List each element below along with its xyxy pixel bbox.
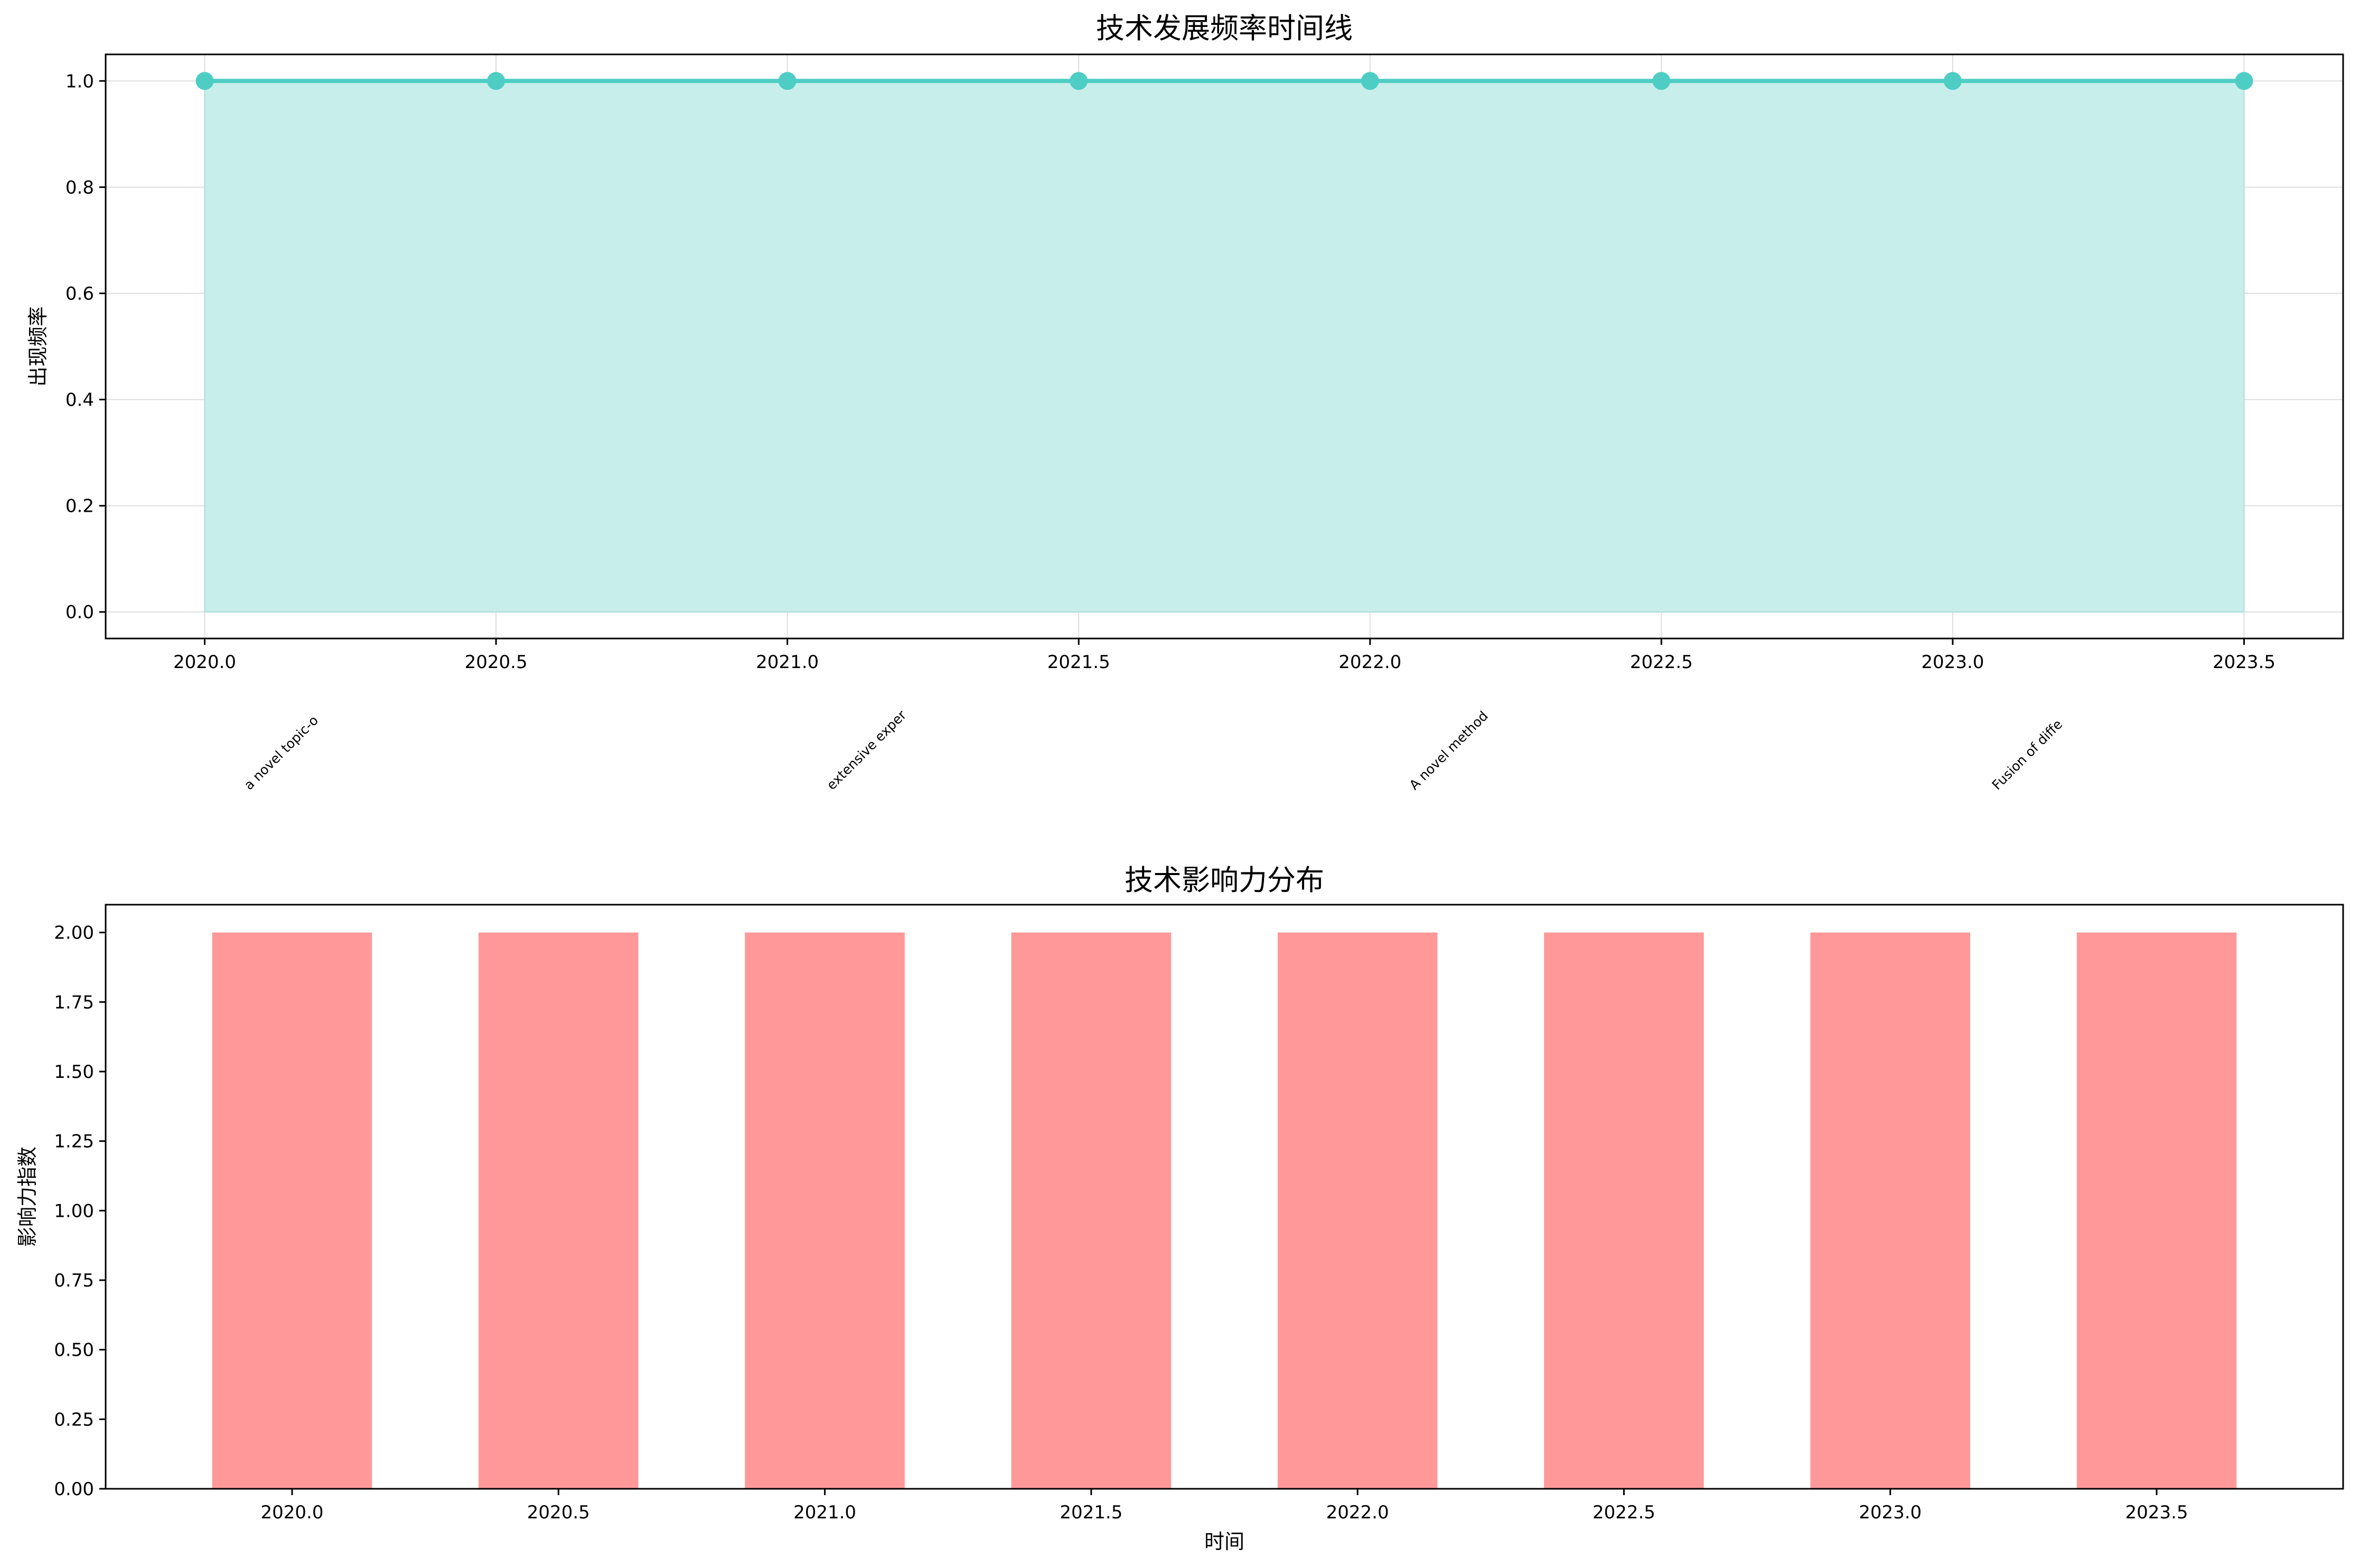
chart2-x-tick-label: 2022.0 [1326,1502,1389,1523]
chart1-y-ticks: 0.0 0.2 0.4 0.6 0.8 1.0 [65,71,106,623]
chart2-bars [212,932,2237,1489]
chart1-data-point [1652,72,1671,90]
chart1-data-point [778,72,797,90]
chart2-title: 技术影响力分布 [1125,863,1324,897]
chart1-x-ticks: 2020.0 2020.5 2021.0 2021.5 2022.0 2022.5 2023… [173,639,2275,673]
chart2-y-tick-label: 0.00 [54,1479,94,1500]
chart1-data-point [2235,72,2253,90]
chart2-x-ticks: 2020.0 2020.5 2021.0 2021.5 2022.0 2022.5 2023… [261,1489,2188,1523]
chart1-annotation: extensive exper [823,707,910,793]
chart1-data-point [195,72,214,90]
chart1-y-tick-label: 0.4 [65,390,94,411]
chart1-annotation: Fusion of diffe [1989,717,2066,793]
chart2-y-tick-label: 1.75 [54,992,94,1013]
chart2-bar [1277,932,1438,1489]
chart1-data-point [1361,72,1379,90]
chart1-area-fill [204,80,2245,613]
chart1-area-layer [204,80,2245,613]
chart1-x-tick-label: 2022.5 [1630,652,1693,673]
chart1-y-tick-label: 1.0 [65,71,94,92]
chart2-y-tick-label: 0.50 [54,1340,94,1361]
chart1-y-tick-label: 0.8 [65,177,94,198]
chart2-x-tick-label: 2022.5 [1593,1502,1655,1523]
chart2-plot-frame [105,904,2344,1490]
frequency-timeline-chart: 技术发展频率时间线 2020.0 2020.5 2021.0 2021.5 2022.0… [26,12,2344,793]
chart1-x-tick-label: 2020.5 [465,652,528,673]
chart1-title: 技术发展频率时间线 [1096,12,1353,45]
chart1-annotation: a novel topic-o [241,712,321,793]
chart2-y-tick-label: 1.25 [54,1131,94,1152]
chart2-x-axis-label: 时间 [1204,1530,1244,1553]
chart2-x-tick-label: 2021.5 [1060,1502,1122,1523]
chart2-y-axis-label: 影响力指数 [16,1147,39,1247]
chart2-y-tick-label: 0.75 [54,1270,94,1291]
chart2-y-ticks: 0.00 0.25 0.50 0.75 1.00 1.25 1.50 1.75 2.00 [54,923,106,1500]
chart1-y-tick-label: 0.0 [65,602,94,623]
chart2-bar [212,932,372,1489]
chart1-y-tick-label: 0.2 [65,496,94,517]
chart1-x-tick-label: 2020.0 [173,652,236,673]
chart1-x-tick-label: 2022.0 [1338,652,1401,673]
chart2-bar [479,932,639,1489]
chart2-y-tick-label: 2.00 [54,923,94,944]
chart1-y-axis-label: 出现频率 [26,306,50,387]
chart2-x-tick-label: 2020.0 [261,1502,324,1523]
chart1-points [195,72,2253,90]
chart2-bar [1011,932,1172,1489]
chart1-annotations: a novel topic-o extensive exper A novel me… [241,707,2065,793]
chart2-bar [1810,932,1970,1489]
chart2-bar [1544,932,1704,1489]
chart1-y-tick-label: 0.6 [65,283,94,304]
chart2-bar [2076,932,2237,1489]
chart2-y-tick-label: 0.25 [54,1409,94,1430]
chart2-y-tick-label: 1.00 [54,1200,94,1222]
chart2-x-tick-label: 2021.0 [793,1502,856,1523]
influence-distribution-chart: 技术影响力分布 2020.0 2020.5 2021.0 2021.5 2022.0 20… [16,863,2344,1553]
chart1-x-tick-label: 2021.0 [756,652,819,673]
chart2-y-tick-label: 1.50 [54,1062,94,1083]
chart1-annotation: A novel method [1407,708,1491,793]
chart1-data-point [1070,72,1088,90]
chart1-plot-frame [105,53,2344,640]
chart1-data-point [1943,72,1962,90]
chart2-x-tick-label: 2023.5 [2125,1502,2188,1523]
chart1-x-tick-label: 2021.5 [1047,652,1110,673]
chart1-data-point [487,72,505,90]
chart2-bar [745,932,905,1489]
chart1-x-tick-label: 2023.0 [1921,652,1984,673]
chart2-x-tick-label: 2020.5 [527,1502,590,1523]
chart1-x-tick-label: 2023.5 [2213,652,2275,673]
chart2-x-tick-label: 2023.0 [1859,1502,1922,1523]
